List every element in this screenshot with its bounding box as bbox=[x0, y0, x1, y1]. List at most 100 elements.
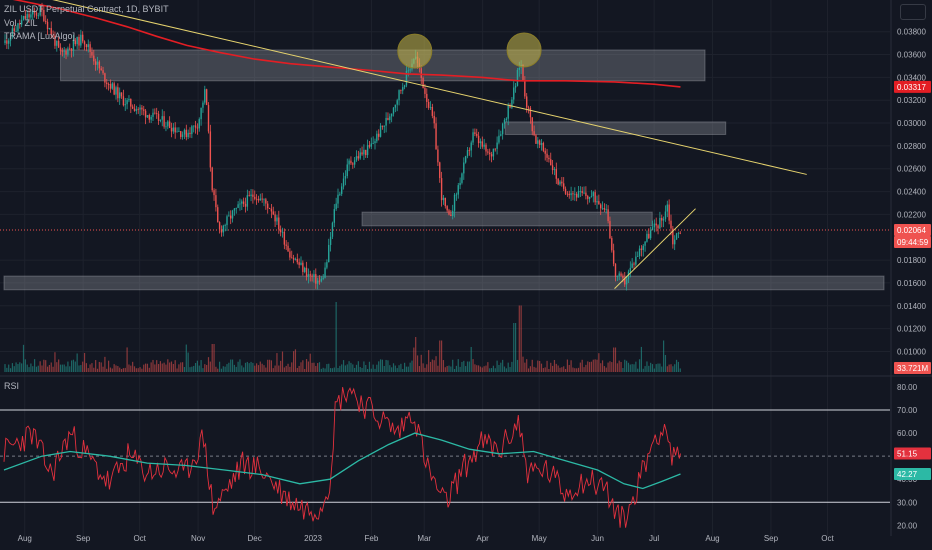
candle-body bbox=[357, 156, 360, 159]
volume-bar bbox=[679, 368, 681, 372]
price-badge bbox=[894, 80, 931, 93]
volume-bar bbox=[359, 366, 361, 372]
candle-body bbox=[662, 218, 665, 221]
price-tick-label: 0.03400 bbox=[897, 73, 926, 82]
candle-body bbox=[194, 125, 197, 128]
volume-bar bbox=[546, 360, 548, 372]
volume-bar bbox=[539, 360, 541, 372]
volume-bar bbox=[383, 365, 385, 372]
volume-bar bbox=[250, 361, 252, 372]
volume-bar bbox=[598, 353, 600, 372]
volume-bar bbox=[611, 362, 613, 372]
candle-body bbox=[459, 182, 461, 186]
candle-body bbox=[205, 89, 208, 106]
candle-body bbox=[587, 196, 589, 199]
candle-body bbox=[85, 44, 88, 48]
volume-bar bbox=[589, 362, 591, 372]
volume-bar bbox=[320, 368, 322, 372]
volume-bar bbox=[261, 363, 263, 372]
candle-body bbox=[17, 23, 19, 31]
volume-bar bbox=[550, 362, 552, 372]
volume-bar bbox=[154, 364, 156, 372]
candle-body bbox=[642, 245, 644, 250]
candle-body bbox=[278, 217, 280, 230]
candle-body bbox=[468, 150, 471, 151]
candle-body bbox=[82, 34, 84, 42]
volume-bar bbox=[348, 361, 350, 372]
volume-bar bbox=[248, 363, 250, 372]
volume-bar bbox=[535, 367, 537, 372]
volume-bar bbox=[69, 366, 71, 372]
volume-bar bbox=[9, 368, 12, 372]
candle-body bbox=[91, 51, 93, 56]
volume-bar bbox=[529, 366, 531, 372]
candle-body bbox=[193, 125, 195, 127]
volume-bar bbox=[204, 364, 206, 372]
volume-bar bbox=[350, 362, 352, 372]
volume-bar bbox=[444, 367, 446, 372]
volume-bar bbox=[465, 366, 467, 372]
rsi-tick-label: 70.00 bbox=[897, 406, 918, 415]
volume-bar bbox=[422, 363, 424, 372]
candle-body bbox=[231, 210, 234, 219]
candle-body bbox=[398, 90, 400, 101]
volume-bar bbox=[520, 305, 522, 372]
legend-volume[interactable]: Vol · ZIL bbox=[4, 18, 38, 28]
rsi-line bbox=[3, 387, 681, 528]
panel-toggle-button[interactable] bbox=[900, 4, 926, 20]
volume-bar bbox=[557, 365, 559, 372]
candle-body bbox=[624, 278, 626, 285]
volume-bar bbox=[148, 367, 150, 372]
candle-body bbox=[546, 153, 548, 158]
volume-bar bbox=[26, 364, 28, 372]
candle-body bbox=[544, 150, 546, 154]
legend-symbol[interactable]: ZIL USDT Perpetual Contract, 1D, BYBIT bbox=[4, 4, 169, 14]
volume-bar bbox=[46, 366, 49, 372]
volume-bar bbox=[661, 366, 663, 372]
volume-bar bbox=[145, 363, 147, 372]
candle-body bbox=[403, 85, 406, 88]
volume-bar bbox=[668, 364, 670, 372]
volume-bar bbox=[339, 365, 341, 372]
volume-bar bbox=[633, 364, 635, 372]
volume-bar bbox=[468, 361, 470, 372]
x-tick-label: Nov bbox=[191, 534, 205, 543]
volume-bar bbox=[267, 359, 269, 372]
candle-body bbox=[664, 211, 667, 219]
x-tick-label: Mar bbox=[417, 534, 431, 543]
rsi-panel-label[interactable]: RSI bbox=[4, 381, 20, 391]
candle-body bbox=[326, 262, 328, 268]
candle-body bbox=[446, 206, 448, 211]
candle-body bbox=[365, 149, 367, 156]
candle-body bbox=[568, 193, 570, 196]
candle-body bbox=[440, 178, 443, 201]
price-badge-label: 0.03317 bbox=[897, 83, 926, 92]
candle-body bbox=[128, 98, 130, 101]
candle-body bbox=[390, 113, 393, 117]
candle-body bbox=[594, 192, 596, 203]
volume-bar bbox=[89, 364, 91, 372]
highlight-circle bbox=[506, 32, 542, 68]
candle-body bbox=[89, 44, 91, 52]
volume-bar bbox=[206, 364, 208, 372]
candle-body bbox=[43, 9, 45, 21]
candle-body bbox=[69, 48, 71, 50]
volume-bar bbox=[526, 359, 528, 372]
volume-bar bbox=[379, 359, 382, 372]
candle-body bbox=[254, 196, 256, 199]
volume-bar bbox=[268, 359, 271, 372]
legend-indicator[interactable]: TRAMA [LuxAlgo] bbox=[4, 31, 76, 41]
candle-body bbox=[511, 99, 513, 108]
candle-body bbox=[463, 162, 465, 174]
candle-body bbox=[20, 20, 23, 25]
volume-bar bbox=[211, 344, 213, 372]
candle-body bbox=[283, 231, 286, 245]
candle-body bbox=[564, 188, 567, 194]
volume-bar bbox=[653, 368, 655, 372]
volume-bar bbox=[627, 362, 630, 372]
price-tick-label: 0.03800 bbox=[897, 28, 926, 37]
candle-body bbox=[611, 238, 613, 251]
candle-body bbox=[394, 104, 397, 108]
volume-bar bbox=[394, 365, 396, 372]
